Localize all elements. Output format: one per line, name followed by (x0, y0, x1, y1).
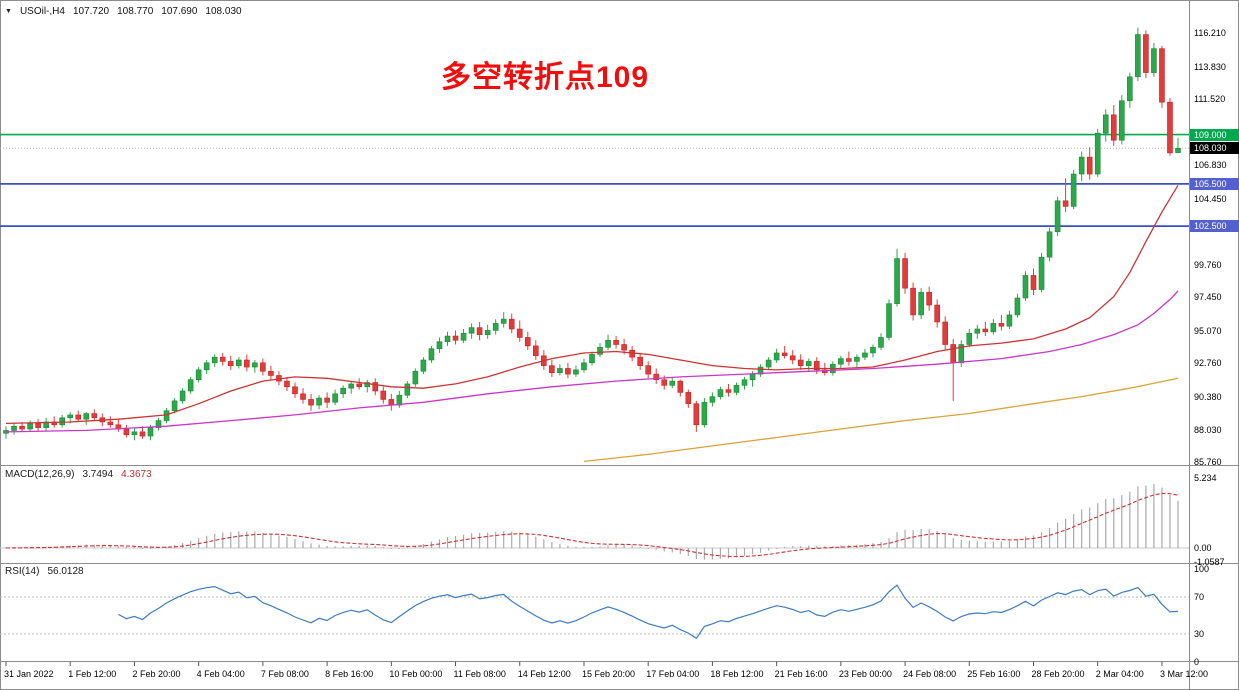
time-label: 17 Feb 04:00 (646, 669, 700, 679)
time-ticks (5, 661, 1163, 666)
macd-signal-line (5, 492, 1179, 558)
ma-fast-red (5, 184, 1179, 425)
rsi-scale-label: 30 (1194, 629, 1205, 639)
ohlc-open: 107.720 (72, 6, 110, 17)
ma-mid-magenta (5, 290, 1179, 433)
current-price-label: 108.030 (1190, 142, 1239, 155)
time-label: 15 Feb 20:00 (581, 669, 636, 679)
rsi-scale-label: 70 (1194, 592, 1205, 602)
time-label: 3 Mar 12:00 (1159, 669, 1208, 679)
price-tick-label: 106.830 (1194, 160, 1227, 171)
hline-price-label[interactable]: 105.500 (1190, 177, 1239, 190)
hline-price-label[interactable]: 109.000 (1190, 128, 1239, 141)
rsi-indicator-header: RSI(14) 56.0128 (5, 566, 84, 577)
hline-price-label[interactable]: 102.500 (1190, 220, 1239, 233)
time-label: 2 Feb 20:00 (132, 669, 181, 679)
symbol-timeframe-label: USOil-,H4 (19, 6, 65, 17)
macd-histogram (5, 484, 1179, 560)
price-tick-label: 113.830 (1194, 61, 1226, 72)
time-label: 31 Jan 2022 (4, 669, 54, 679)
candlestick-series (3, 27, 1181, 441)
price-tick-label: 104.450 (1194, 193, 1227, 204)
time-label: 4 Feb 04:00 (196, 669, 245, 679)
time-label: 23 Feb 00:00 (838, 669, 892, 679)
time-label: 28 Feb 20:00 (1031, 669, 1085, 679)
rsi-scale-label: 0 (1194, 656, 1200, 667)
price-tick-label: 95.070 (1194, 325, 1222, 336)
time-label: 14 Feb 12:00 (517, 669, 571, 679)
macd-indicator-header: MACD(12,26,9) 3.7494 4.3673 (5, 469, 152, 480)
macd-label: MACD(12,26,9) (5, 469, 75, 480)
time-label: 1 Feb 12:00 (68, 669, 117, 679)
time-axis[interactable]: 31 Jan 2022 1 Feb 12:00 2 Feb 20:00 4 Feb 0… (0, 662, 1208, 690)
macd-signal-value: 4.3673 (121, 469, 152, 480)
time-label: 2 Mar 04:00 (1095, 669, 1144, 679)
price-tick-label: 111.520 (1194, 94, 1226, 105)
ma-slow-orange (583, 377, 1179, 463)
ohlc-low: 107.690 (161, 6, 198, 17)
rsi-value: 56.0128 (47, 566, 84, 577)
price-scale[interactable]: 116.210 113.830 111.520 106.830 104.450 99.76… (1190, 0, 1239, 690)
price-tick-label: 92.760 (1194, 358, 1222, 369)
price-tick-label: 116.210 (1194, 28, 1226, 38)
chart-header: ▼ USOil-,H4 107.720 108.770 107.690 108.… (5, 6, 242, 17)
price-tick-label: 88.030 (1194, 425, 1222, 436)
macd-scale-label: -1.0587 (1194, 557, 1225, 568)
time-label: 25 Feb 16:00 (967, 669, 1021, 679)
rsi-level-lines (0, 596, 1189, 635)
rsi-line (118, 584, 1179, 640)
time-label: 21 Feb 16:00 (774, 669, 828, 679)
ohlc-close: 108.030 (205, 6, 242, 17)
ohlc-high: 108.770 (117, 6, 154, 17)
price-tick-label: 85.760 (1194, 457, 1222, 467)
symbol-dropdown-icon[interactable]: ▼ (5, 7, 12, 15)
price-tick-label: 99.760 (1194, 259, 1222, 270)
time-label: 18 Feb 12:00 (710, 669, 764, 679)
time-label: 11 Feb 08:00 (453, 669, 506, 679)
price-tick-label: 97.450 (1194, 292, 1222, 303)
time-label: 24 Feb 08:00 (903, 669, 957, 679)
horizontal-lines[interactable] (0, 133, 1189, 228)
time-label: 10 Feb 00:00 (389, 669, 443, 679)
price-tick-label: 90.380 (1194, 391, 1222, 402)
rsi-scale-label: 100 (1194, 564, 1210, 575)
macd-scale-label: 0.00 (1194, 543, 1212, 553)
time-label: 7 Feb 08:00 (260, 669, 309, 679)
macd-main-value: 3.7494 (82, 469, 114, 480)
rsi-label: RSI(14) (5, 566, 40, 577)
annotation-text[interactable]: 多空转折点109 (441, 61, 650, 94)
macd-scale-label: 5.234 (1194, 473, 1217, 484)
time-label: 8 Feb 16:00 (325, 669, 374, 679)
